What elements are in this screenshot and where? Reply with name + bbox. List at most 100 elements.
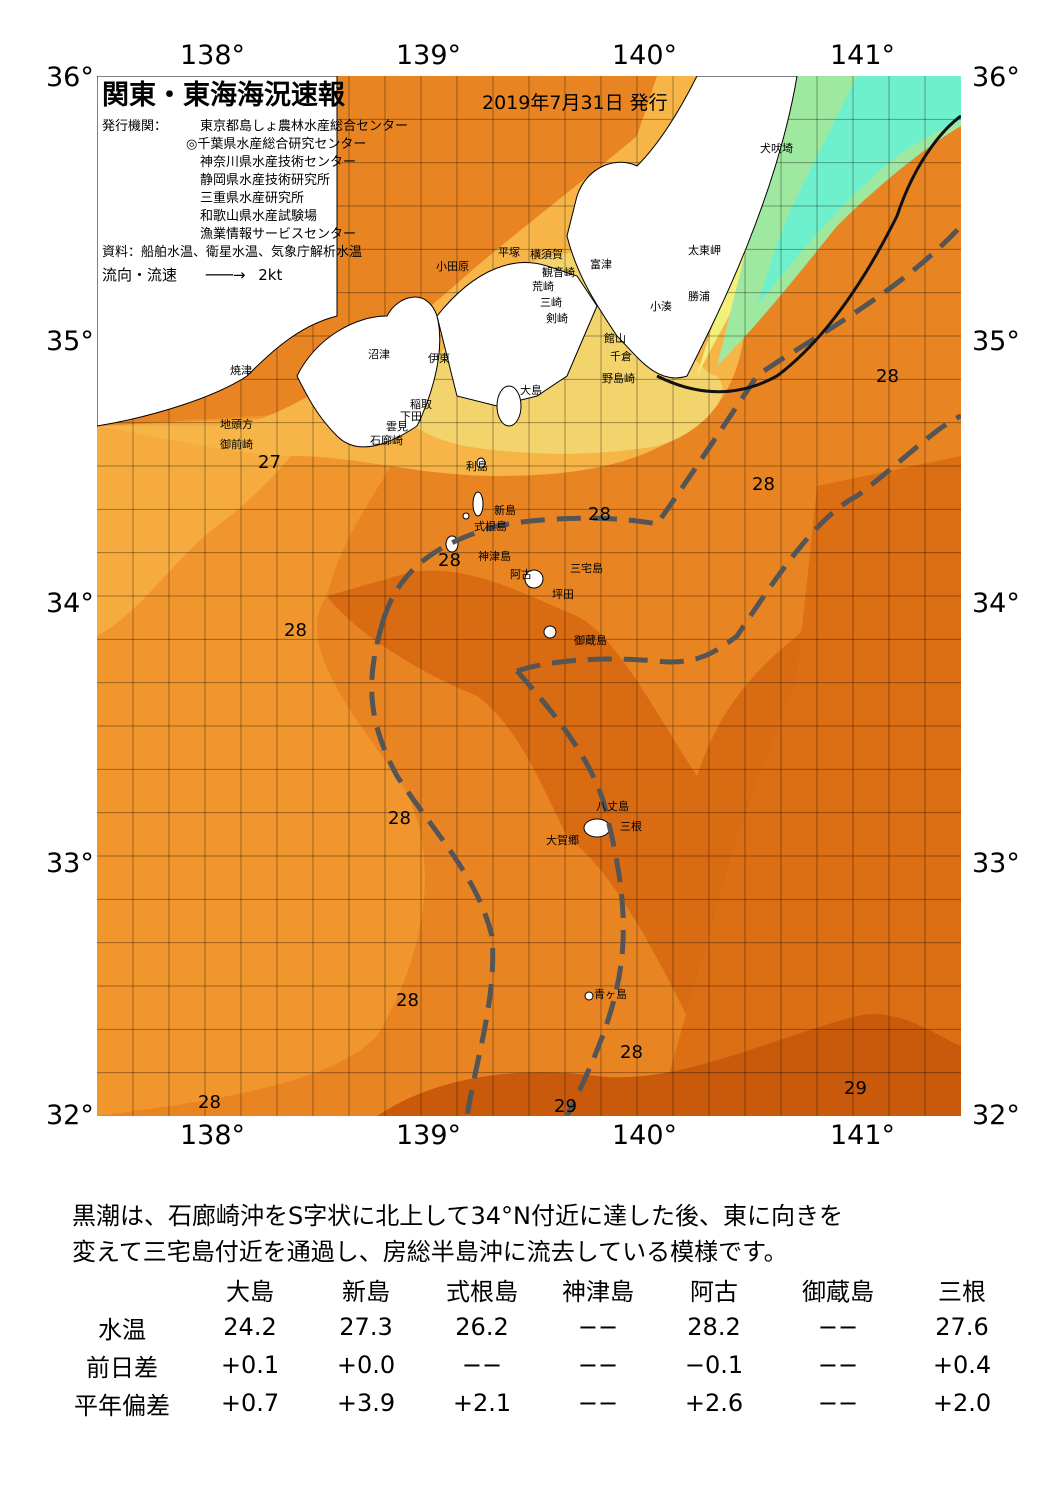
place-label: 八丈島 <box>596 800 629 813</box>
place-label: 荒崎 <box>532 280 554 293</box>
bottom-lon-139: 139° <box>396 1120 462 1151</box>
place-label: 千倉 <box>610 350 632 363</box>
place-label: 三根 <box>620 820 642 833</box>
cell: 27.6 <box>935 1313 989 1341</box>
place-label: 稲取 <box>410 398 432 411</box>
cell: −− <box>817 1351 859 1379</box>
cell: −− <box>577 1351 619 1379</box>
top-lon-138: 138° <box>180 40 246 71</box>
observation-table: 大島 新島 式根島 神津島 阿古 御蔵島 三根 水温 24.2 27.3 26.… <box>52 1270 1020 1422</box>
left-lat-35: 35° <box>46 326 94 357</box>
land-boso-peninsula <box>566 76 798 379</box>
isotherm-label: 28 <box>396 990 419 1011</box>
publisher-3: 静岡県水産技術研究所 <box>200 173 331 188</box>
place-label: 新島 <box>494 504 516 517</box>
place-label: 地頭方 <box>220 418 253 431</box>
cell: −0.1 <box>684 1351 744 1379</box>
island-mikurajima <box>543 625 557 639</box>
right-lat-32: 32° <box>972 1100 1020 1131</box>
publisher-0: 東京都島しょ農林水産総合センター <box>200 119 409 134</box>
place-label: 大賀郷 <box>546 834 579 847</box>
right-lat-34: 34° <box>972 588 1020 619</box>
kuroshio-path-loop <box>516 413 961 674</box>
left-lat-32: 32° <box>46 1100 94 1131</box>
cell: 28.2 <box>687 1313 741 1341</box>
warm-west-region <box>97 406 425 1116</box>
cell: −− <box>461 1351 503 1379</box>
isotherm-label: 27 <box>258 452 281 473</box>
col-oshima: 大島 <box>226 1277 274 1306</box>
land-west-coast <box>97 76 338 427</box>
top-lon-140: 140° <box>612 40 678 71</box>
row-label: 水温 <box>98 1315 146 1344</box>
isotherm-label: 28 <box>876 366 899 387</box>
flow-legend-scale: 2kt <box>258 266 283 284</box>
col-shikinejima: 式根島 <box>446 1277 518 1306</box>
isotherm-label: 28 <box>588 504 611 525</box>
cell: −− <box>817 1389 859 1417</box>
island-toshima <box>476 457 486 469</box>
table-row: 前日差 +0.1 +0.0 −− −− −0.1 −− +0.4 <box>52 1346 1020 1384</box>
bottom-lon-141: 141° <box>830 1120 896 1151</box>
top-lon-141: 141° <box>830 40 896 71</box>
isotherm-label: 29 <box>844 1078 867 1099</box>
cell: −− <box>577 1389 619 1417</box>
publisher-5: 和歌山県水産試験場 <box>200 209 318 224</box>
cell: 24.2 <box>223 1313 277 1341</box>
cell: −− <box>817 1313 859 1341</box>
place-label: 式根島 <box>474 520 507 533</box>
publisher-1: ◎千葉県水産総合研究センター <box>186 137 367 152</box>
row-label: 前日差 <box>86 1353 158 1382</box>
isotherm-label: 28 <box>198 1092 221 1113</box>
place-label: 小田原 <box>436 260 469 273</box>
publisher-block: 発行機関： 東京都島しょ農林水産総合センター ◎千葉県水産総合研究センター 神奈… <box>102 118 408 262</box>
table-row: 平年偏差 +0.7 +3.9 +2.1 −− +2.6 −− +2.0 <box>52 1384 1020 1422</box>
flow-legend-label: 流向・流速 <box>102 266 178 284</box>
land-sagami-coast <box>436 262 598 407</box>
cell: +2.1 <box>452 1389 512 1417</box>
place-label: 野島崎 <box>602 372 635 385</box>
table-row: 水温 24.2 27.3 26.2 −− 28.2 −− 27.6 <box>52 1308 1020 1346</box>
island-shikinejima <box>462 512 470 520</box>
island-miyakejima <box>524 569 544 589</box>
kuroshio-path-north <box>380 224 961 622</box>
publisher-6: 漁業情報サービスセンター <box>200 227 357 242</box>
cell: +0.1 <box>220 1351 280 1379</box>
isotherm-label: 29 <box>554 1096 577 1117</box>
left-lat-34: 34° <box>46 588 94 619</box>
kuroshio-path-south <box>515 669 626 1116</box>
publisher-2: 神奈川県水産技術センター <box>200 155 357 170</box>
sea-temperature-map <box>97 76 961 1116</box>
summary-line-1: 変えて三宅島付近を通過し、房総半島沖に流去している模様です。 <box>72 1238 788 1266</box>
place-label: 小湊 <box>650 300 672 313</box>
warm-southeast-region <box>657 456 961 1116</box>
place-label: 富津 <box>590 258 612 271</box>
land-izu-peninsula <box>296 296 441 448</box>
cell: +2.6 <box>684 1389 744 1417</box>
place-label: 利島 <box>466 460 488 473</box>
place-label: 犬吠埼 <box>760 142 793 155</box>
place-label: 三崎 <box>540 296 562 309</box>
row-label: 平年偏差 <box>74 1391 170 1420</box>
publisher-4: 三重県水産研究所 <box>200 191 305 206</box>
cell: +0.0 <box>336 1351 396 1379</box>
cell: −− <box>577 1313 619 1341</box>
left-lat-36: 36° <box>46 62 94 93</box>
right-lat-33: 33° <box>972 848 1020 879</box>
warm-light-west <box>97 416 317 636</box>
col-mine: 三根 <box>938 1277 986 1306</box>
cold-front-line <box>656 114 961 394</box>
place-label: 剣崎 <box>546 312 568 325</box>
cell: +3.9 <box>336 1389 396 1417</box>
place-label: 勝浦 <box>688 290 710 303</box>
col-kozushima: 神津島 <box>562 1277 634 1306</box>
data-source: 資料：船舶水温、衛星水温、気象庁解析水温 <box>102 245 363 260</box>
island-hachijojima <box>583 818 611 838</box>
place-label: 大島 <box>520 384 542 397</box>
island-niijima <box>472 491 484 517</box>
isotherm-label: 28 <box>438 550 461 571</box>
summary-line-0: 黒潮は、石廊崎沖をS字状に北上して34°N付近に達した後、東に向きを <box>72 1202 844 1230</box>
place-label: 下田 <box>400 410 422 423</box>
left-lat-33: 33° <box>46 848 94 879</box>
publisher-label: 発行機関： <box>102 119 168 134</box>
